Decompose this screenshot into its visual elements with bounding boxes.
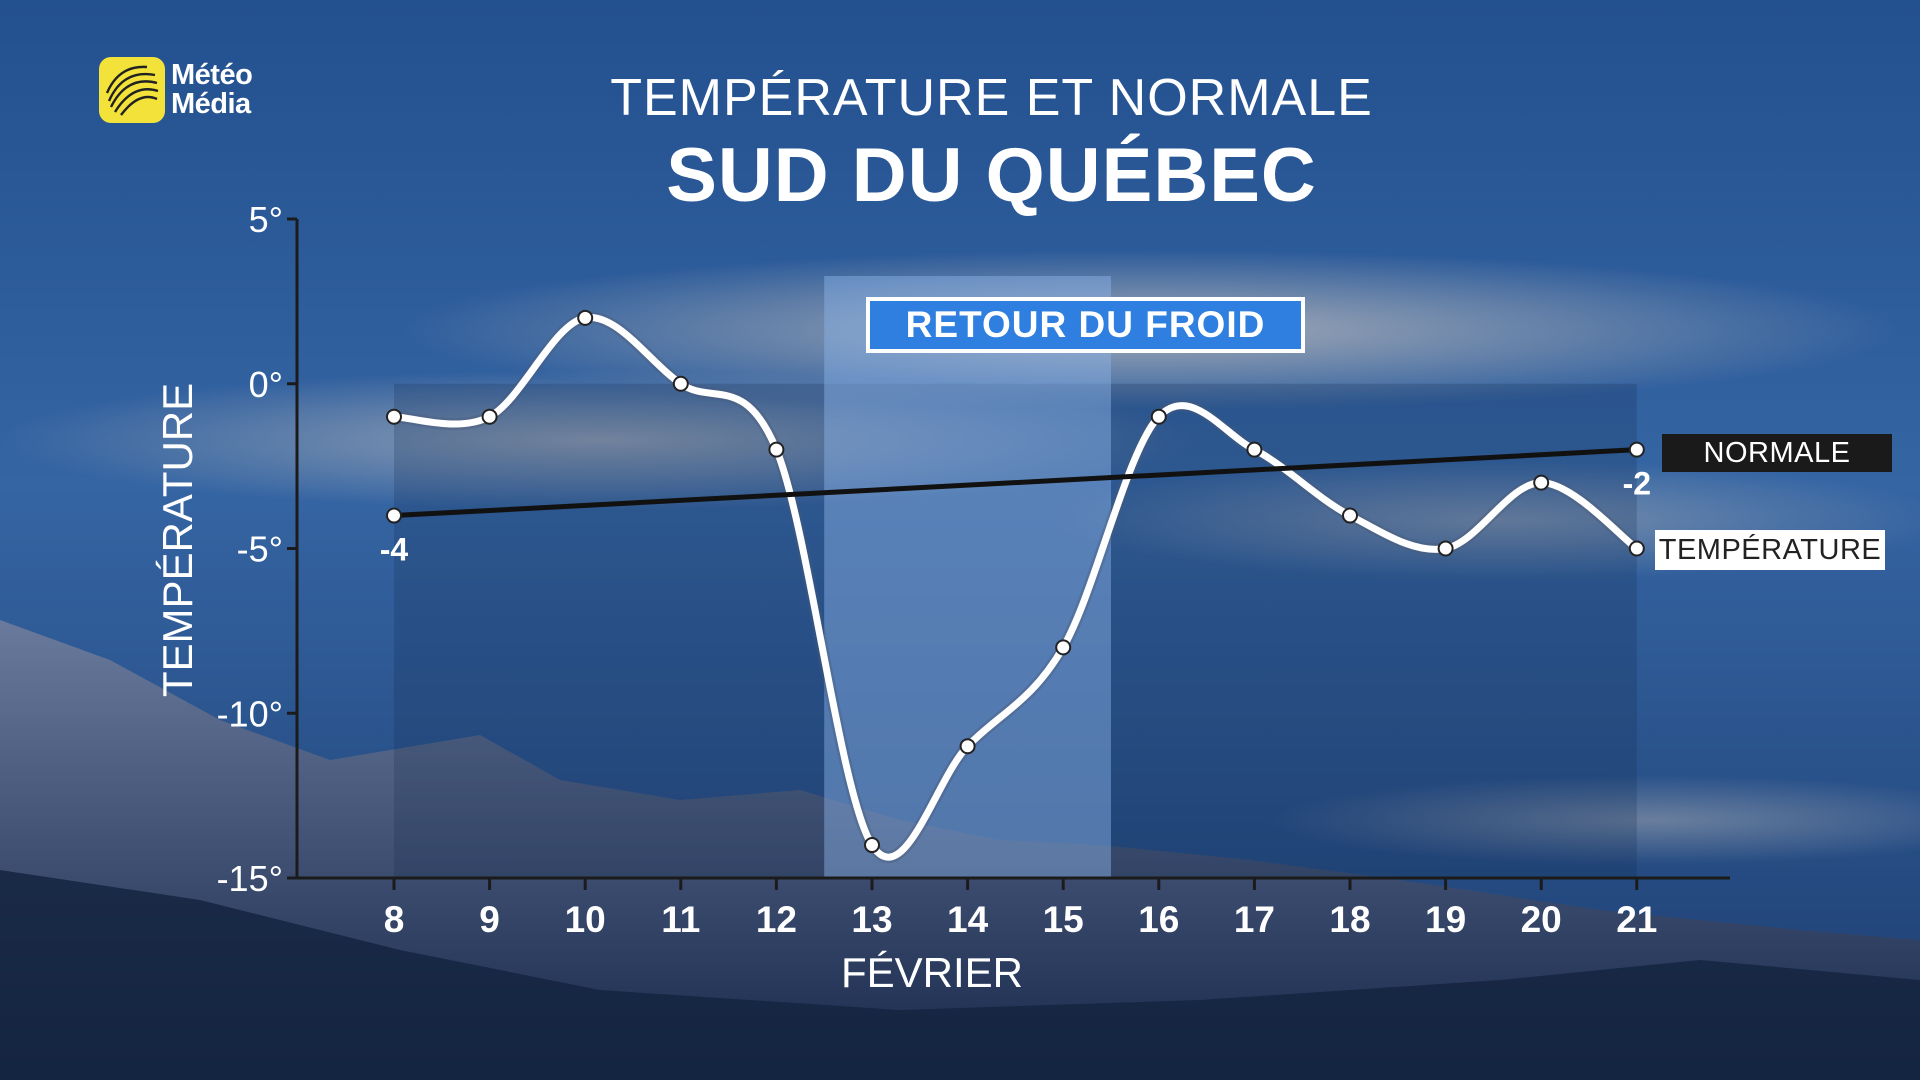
normal-point <box>386 507 402 524</box>
x-tick-label: 9 <box>479 899 500 940</box>
x-tick-label: 10 <box>565 899 606 940</box>
cloud <box>0 370 1200 510</box>
normal-line <box>393 447 1637 519</box>
y-axis-title: TEMPÉRATURE <box>154 383 201 697</box>
y-tick-label: 0° <box>249 364 283 405</box>
x-tick-label: 11 <box>661 899 700 940</box>
x-tick-label: 8 <box>384 899 405 940</box>
x-tick-label: 20 <box>1521 899 1562 940</box>
mountain-range <box>0 620 1920 1080</box>
highlight-band <box>824 276 1111 878</box>
x-tick-label: 18 <box>1329 899 1370 940</box>
mountain-foreground <box>0 870 1920 1080</box>
normal-start-label: -4 <box>380 532 409 568</box>
y-tick-label: 5° <box>249 199 283 240</box>
cloud <box>1270 775 1920 865</box>
temperature-point <box>959 738 976 755</box>
chart-title: TEMPÉRATURE ET NORMALE <box>610 69 1373 127</box>
globe-logo-icon <box>99 57 165 123</box>
logo-text-line2: Média <box>171 88 251 120</box>
temperature-point <box>1628 540 1645 557</box>
x-tick-label: 21 <box>1616 899 1657 940</box>
x-tick-label: 19 <box>1425 899 1466 940</box>
temperature-point <box>1437 540 1454 557</box>
y-tick-label: -5° <box>237 529 283 570</box>
logo-text-line1: Météo <box>171 59 253 91</box>
chart-subtitle: SUD DU QUÉBEC <box>666 133 1317 218</box>
temperature-point <box>1055 639 1072 656</box>
y-tick-label: -15° <box>217 858 283 899</box>
cold-return-callout: RETOUR DU FROID <box>866 297 1305 353</box>
normal-point <box>1628 441 1645 458</box>
normal-end-label: -2 <box>1623 466 1651 502</box>
x-axis-title: FÉVRIER <box>841 949 1023 996</box>
temperature-point <box>1150 408 1167 425</box>
plot-area-shade <box>394 383 1637 878</box>
temperature-point <box>481 408 498 425</box>
meteomedia-logo: Météo Média <box>99 57 253 123</box>
temperature-point <box>386 408 402 425</box>
temperature-point <box>577 309 594 326</box>
x-tick-label: 14 <box>947 899 989 940</box>
x-tick-label: 15 <box>1043 899 1084 940</box>
x-tick-label: 17 <box>1234 899 1275 940</box>
x-tick-label: 13 <box>851 899 892 940</box>
temperature-point <box>864 837 880 854</box>
x-tick-label: 12 <box>756 899 797 940</box>
temperature-point <box>768 441 785 458</box>
y-tick-label: -10° <box>217 693 283 734</box>
legend-temperature: TEMPÉRATURE <box>1655 530 1885 570</box>
temperature-point <box>1246 441 1263 458</box>
temperature-point <box>672 375 689 392</box>
temperature-point <box>1533 474 1550 491</box>
temperature-point <box>1342 507 1358 524</box>
legend-normal: NORMALE <box>1662 434 1892 472</box>
x-tick-label: 16 <box>1138 899 1179 940</box>
